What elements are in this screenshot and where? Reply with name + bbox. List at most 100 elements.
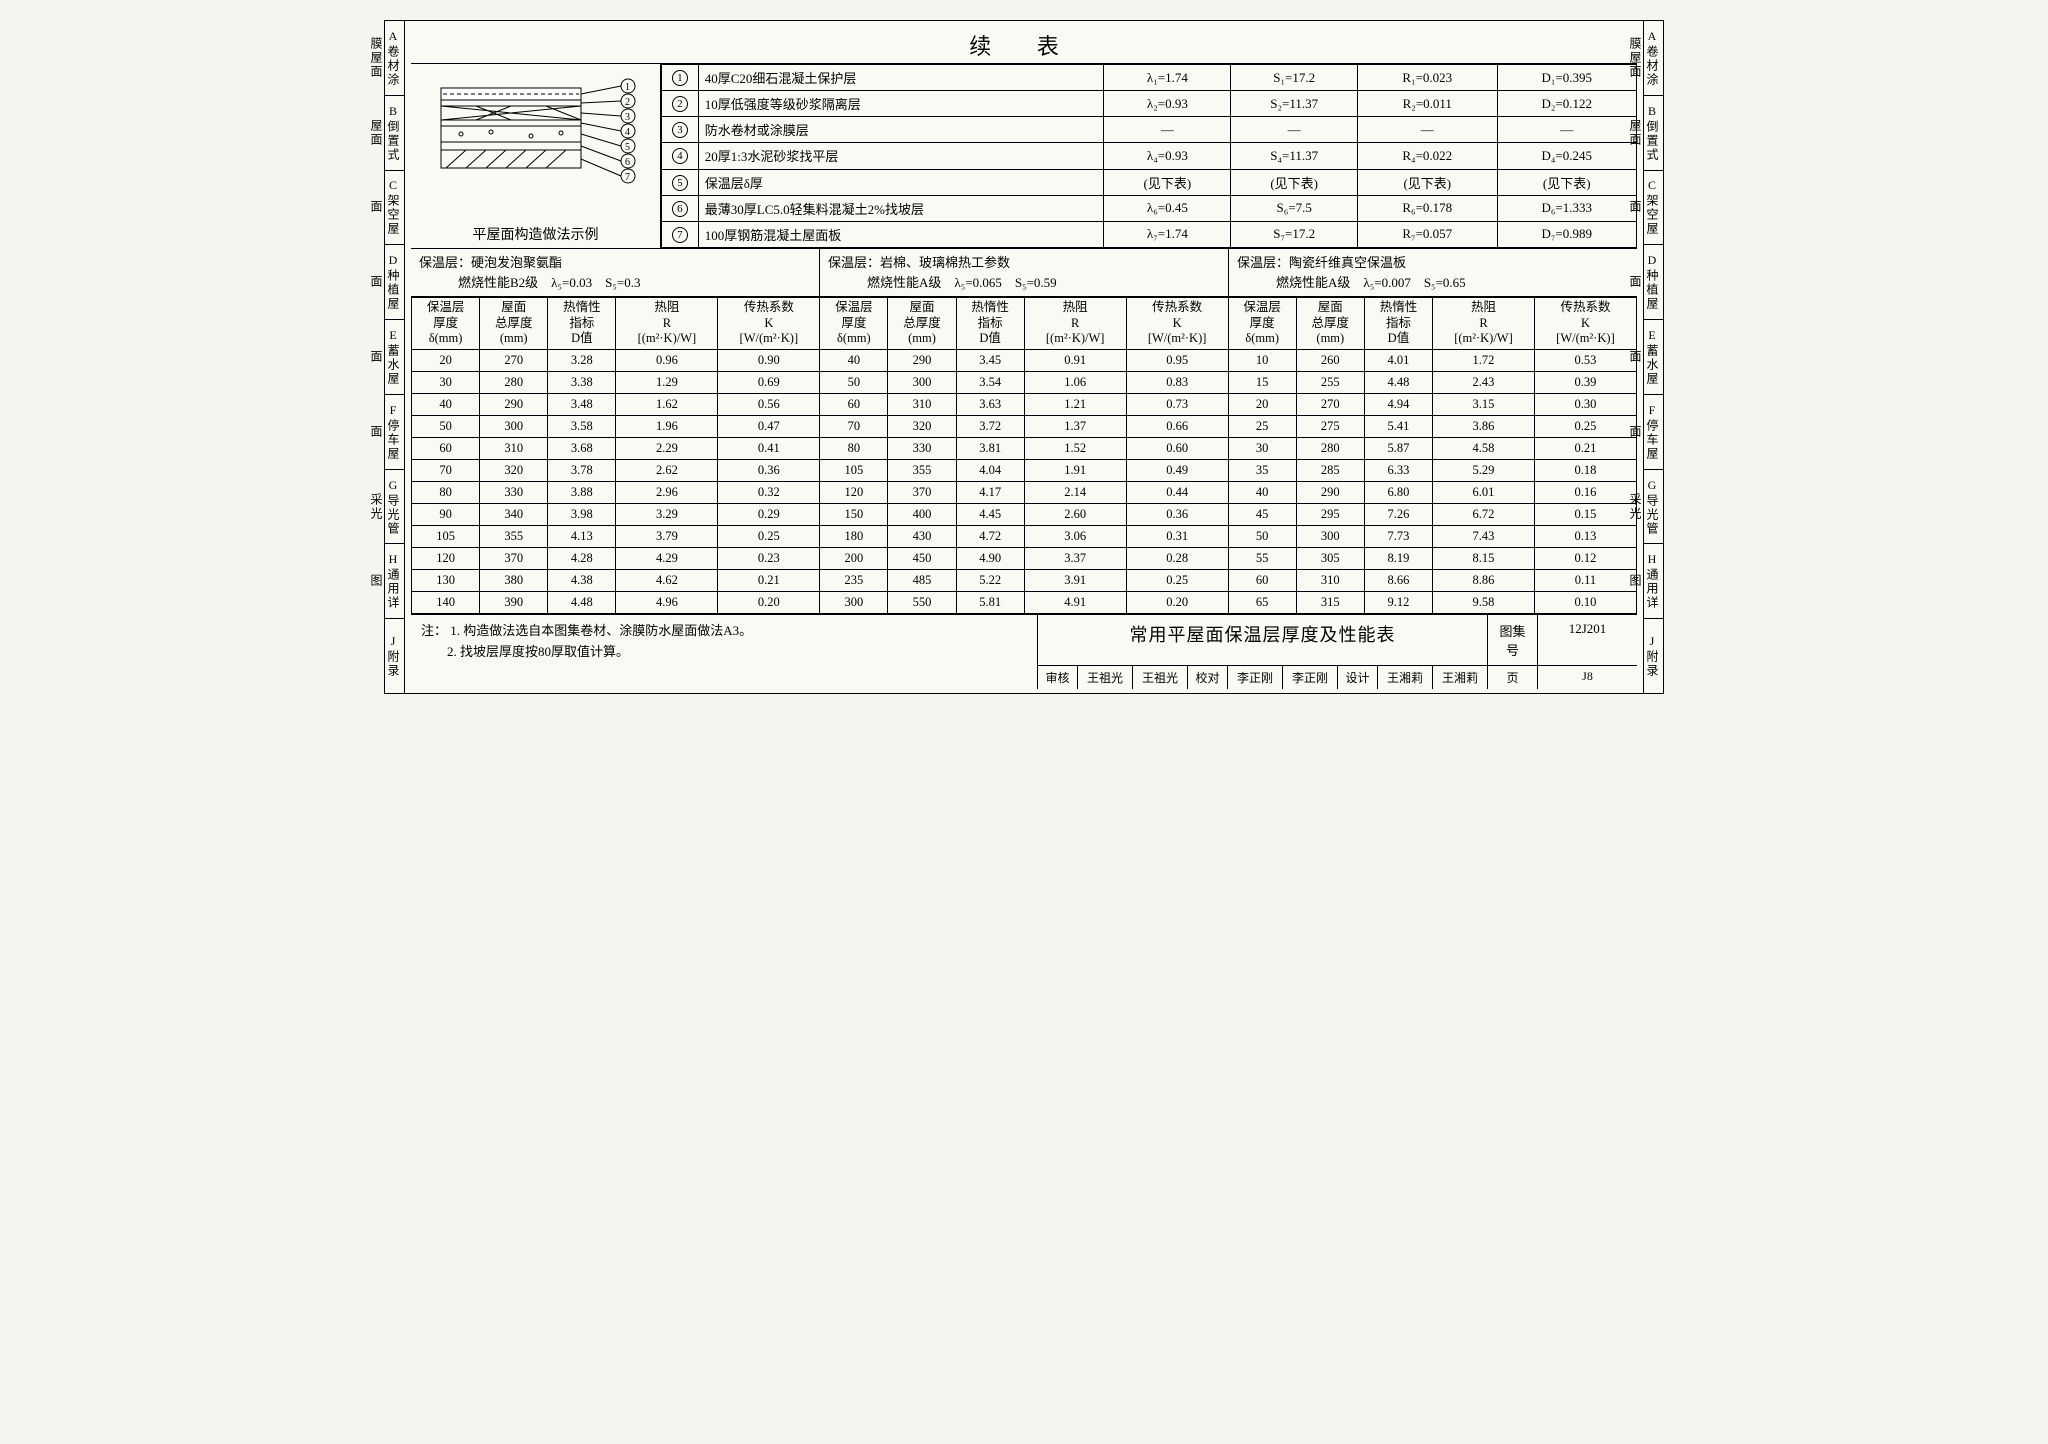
data-cell: 290 xyxy=(1296,482,1364,504)
data-cell: 25 xyxy=(1228,416,1296,438)
svg-text:3: 3 xyxy=(625,112,630,123)
data-cell: 10 xyxy=(1228,350,1296,372)
code-value: 12J201 xyxy=(1538,615,1637,665)
layer-row: 3 防水卷材或涂膜层 — — — — xyxy=(662,117,1637,143)
data-cell: 305 xyxy=(1296,548,1364,570)
data-cell: 8.86 xyxy=(1433,570,1535,592)
data-cell: 310 xyxy=(888,394,956,416)
check-sig: 李正刚 xyxy=(1283,666,1338,689)
data-cell: 370 xyxy=(480,548,548,570)
data-cell: 450 xyxy=(888,548,956,570)
data-cell: 4.58 xyxy=(1433,438,1535,460)
data-cell: 3.79 xyxy=(616,526,718,548)
title-block: 常用平屋面保温层厚度及性能表 图集号 12J201 审核 王祖光 王祖光 校对 … xyxy=(1037,615,1637,689)
data-cell: 0.13 xyxy=(1534,526,1636,548)
data-cell: 55 xyxy=(1228,548,1296,570)
roof-layers-icon: 1 2 3 4 5 6 7 xyxy=(421,68,651,218)
data-cell: 235 xyxy=(820,570,888,592)
data-cell: 0.41 xyxy=(718,438,820,460)
tab-f: F停车屋面 xyxy=(385,395,404,470)
svg-text:2: 2 xyxy=(625,97,630,108)
table-row: 603103.682.290.41803303.811.520.60302805… xyxy=(412,438,1637,460)
data-cell: 0.36 xyxy=(718,460,820,482)
table-row: 402903.481.620.56603103.631.210.73202704… xyxy=(412,394,1637,416)
notes-prefix: 注： xyxy=(421,623,447,638)
data-cell: 1.29 xyxy=(616,372,718,394)
data-cell: 50 xyxy=(820,372,888,394)
data-cell: 0.25 xyxy=(1534,416,1636,438)
page-value: J8 xyxy=(1538,666,1637,689)
data-table: 保温层厚度δ(mm)屋面总厚度(mm)热惰性指标D值热阻R[(m²·K)/W]传… xyxy=(411,297,1637,614)
column-header: 热阻R[(m²·K)/W] xyxy=(1433,298,1535,350)
data-cell: 0.44 xyxy=(1126,482,1228,504)
note-1: 1. 构造做法选自本图集卷材、涂膜防水屋面做法A3。 xyxy=(450,623,752,638)
data-cell: 60 xyxy=(412,438,480,460)
tab-j-r: J附录 xyxy=(1644,619,1663,693)
data-cell: 0.20 xyxy=(1126,592,1228,614)
data-cell: 4.48 xyxy=(1364,372,1432,394)
data-cell: 0.11 xyxy=(1534,570,1636,592)
right-tab-strip: A卷材涂膜屋面 B倒置式屋面 C架空屋面 D种植屋面 E蓄水屋面 F停车屋面 G… xyxy=(1643,21,1663,693)
data-cell: 200 xyxy=(820,548,888,570)
layer-row: 2 10厚低强度等级砂浆隔离层 λ₂=0.93 S₂=11.37 R₂=0.01… xyxy=(662,91,1637,117)
data-cell: 7.73 xyxy=(1364,526,1432,548)
data-cell: 0.69 xyxy=(718,372,820,394)
data-cell: 290 xyxy=(480,394,548,416)
data-cell: 300 xyxy=(888,372,956,394)
data-cell: 4.94 xyxy=(1364,394,1432,416)
data-cell: 70 xyxy=(820,416,888,438)
data-cell: 300 xyxy=(820,592,888,614)
data-cell: 5.81 xyxy=(956,592,1024,614)
data-cell: 3.28 xyxy=(548,350,616,372)
data-cell: 8.15 xyxy=(1433,548,1535,570)
data-cell: 2.96 xyxy=(616,482,718,504)
table-row: 302803.381.290.69503003.541.060.83152554… xyxy=(412,372,1637,394)
data-cell: 1.52 xyxy=(1024,438,1126,460)
page-lbl: 页 xyxy=(1488,666,1538,689)
data-cell: 0.47 xyxy=(718,416,820,438)
data-cell: 105 xyxy=(412,526,480,548)
data-cell: 70 xyxy=(412,460,480,482)
svg-text:4: 4 xyxy=(625,127,630,138)
data-cell: 320 xyxy=(888,416,956,438)
table-row: 1403904.484.960.203005505.814.910.206531… xyxy=(412,592,1637,614)
sec1-line2: 燃烧性能B2级 λ₅=0.03 S₅=0.3 xyxy=(458,275,640,290)
data-cell: 3.98 xyxy=(548,504,616,526)
data-cell: 4.29 xyxy=(616,548,718,570)
data-cell: 0.25 xyxy=(718,526,820,548)
data-cell: 3.72 xyxy=(956,416,1024,438)
data-cell: 150 xyxy=(820,504,888,526)
check-lbl: 校对 xyxy=(1188,666,1228,689)
data-cell: 5.87 xyxy=(1364,438,1432,460)
data-cell: 7.26 xyxy=(1364,504,1432,526)
data-cell: 255 xyxy=(1296,372,1364,394)
sec3-line1: 保温层：陶瓷纤维真空保温板 xyxy=(1237,255,1406,270)
left-tab-strip: A卷材涂膜屋面 B倒置式屋面 C架空屋面 D种植屋面 E蓄水屋面 F停车屋面 G… xyxy=(385,21,405,693)
data-cell: 1.21 xyxy=(1024,394,1126,416)
data-cell: 120 xyxy=(412,548,480,570)
table-row: 703203.782.620.361053554.041.910.4935285… xyxy=(412,460,1637,482)
data-cell: 60 xyxy=(820,394,888,416)
data-cell: 20 xyxy=(412,350,480,372)
data-cell: 60 xyxy=(1228,570,1296,592)
data-cell: 40 xyxy=(1228,482,1296,504)
data-cell: 120 xyxy=(820,482,888,504)
data-cell: 3.86 xyxy=(1433,416,1535,438)
data-cell: 80 xyxy=(820,438,888,460)
data-cell: 0.39 xyxy=(1534,372,1636,394)
data-cell: 310 xyxy=(1296,570,1364,592)
data-cell: 3.48 xyxy=(548,394,616,416)
diagram-caption: 平屋面构造做法示例 xyxy=(415,224,656,244)
data-cell: 0.83 xyxy=(1126,372,1228,394)
data-cell: 3.45 xyxy=(956,350,1024,372)
data-cell: 7.43 xyxy=(1433,526,1535,548)
data-cell: 5.41 xyxy=(1364,416,1432,438)
column-header: 屋面总厚度(mm) xyxy=(888,298,956,350)
table-row: 503003.581.960.47703203.721.370.66252755… xyxy=(412,416,1637,438)
section-diagram: 1 2 3 4 5 6 7 平屋面构造做法示例 xyxy=(411,64,661,248)
data-cell: 310 xyxy=(480,438,548,460)
sec1-line1: 保温层：硬泡发泡聚氨酯 xyxy=(419,255,562,270)
footer: 注： 1. 构造做法选自本图集卷材、涂膜防水屋面做法A3。 2. 找坡层厚度按8… xyxy=(411,614,1637,689)
data-cell: 4.72 xyxy=(956,526,1024,548)
check-name: 李正刚 xyxy=(1228,666,1283,689)
